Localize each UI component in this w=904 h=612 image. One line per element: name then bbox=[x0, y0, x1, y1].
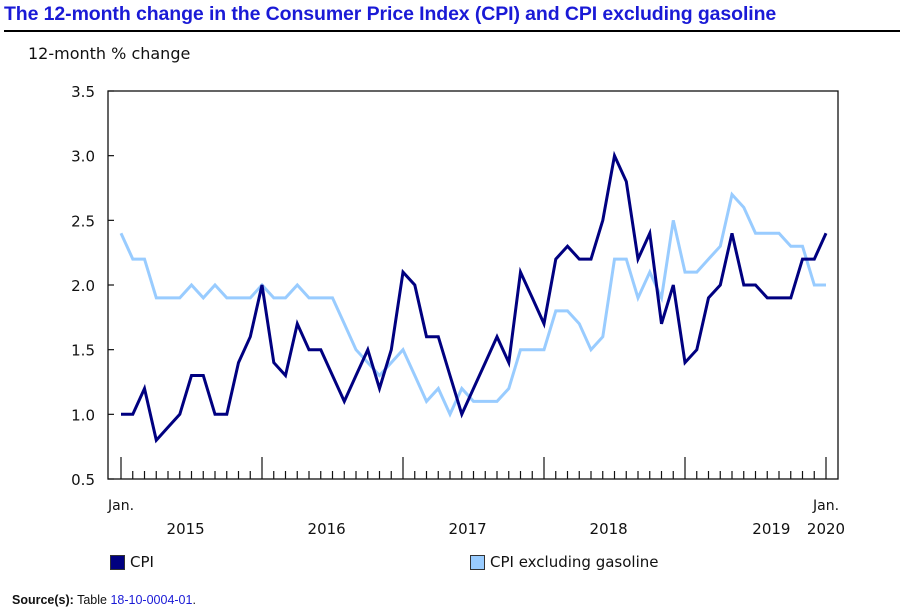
plot-frame bbox=[107, 90, 839, 480]
legend-item-cpi: CPI bbox=[110, 553, 154, 571]
x-tick-label-jan-start: Jan. bbox=[107, 498, 134, 514]
x-year-label: 2015 bbox=[167, 520, 205, 538]
y-tick-label: 0.5 bbox=[71, 471, 95, 489]
source-label: Source(s): bbox=[12, 593, 74, 607]
x-year-label: 2020 bbox=[807, 520, 845, 538]
y-tick-label: 1.0 bbox=[71, 406, 95, 424]
y-tick-label: 3.5 bbox=[71, 83, 95, 101]
legend-label-cpi: CPI bbox=[130, 553, 154, 571]
x-year-label: 2019 bbox=[752, 520, 790, 538]
series-line-cpi-excluding-gasoline bbox=[119, 191, 826, 418]
y-tick-label: 2.0 bbox=[71, 277, 95, 295]
source-table-link[interactable]: 18-10-0004-01 bbox=[110, 593, 193, 607]
y-axis-label: 12-month % change bbox=[28, 44, 191, 63]
legend-swatch-cpi bbox=[110, 554, 125, 570]
source-note: Source(s): Table 18-10-0004-01. bbox=[12, 593, 196, 607]
y-tick-label: 1.5 bbox=[71, 342, 95, 360]
series-line-cpi bbox=[121, 150, 828, 444]
x-year-label: 2018 bbox=[590, 520, 628, 538]
x-year-label: 2017 bbox=[449, 520, 487, 538]
axes: 0.5 1.0 1.5 2.0 2.5 3.0 3.5 Jan. Jan. 2015 2016 201… bbox=[71, 83, 845, 538]
x-tick-label-jan-end: Jan. bbox=[812, 498, 839, 514]
x-year-label: 2016 bbox=[308, 520, 346, 538]
legend-label-cpi-ex-gasoline: CPI excluding gasoline bbox=[490, 553, 659, 571]
legend-item-cpi-ex-gasoline: CPI excluding gasoline bbox=[470, 553, 658, 571]
series-layer bbox=[119, 150, 828, 444]
legend-swatch-cpi-ex-gasoline bbox=[470, 554, 485, 570]
chart-title: The 12-month change in the Consumer Pric… bbox=[4, 3, 777, 25]
source-prefix: Table bbox=[77, 593, 107, 607]
title-divider bbox=[4, 30, 900, 32]
source-suffix: . bbox=[192, 593, 196, 607]
y-tick-label: 2.5 bbox=[71, 212, 95, 230]
y-tick-label: 3.0 bbox=[71, 148, 95, 166]
